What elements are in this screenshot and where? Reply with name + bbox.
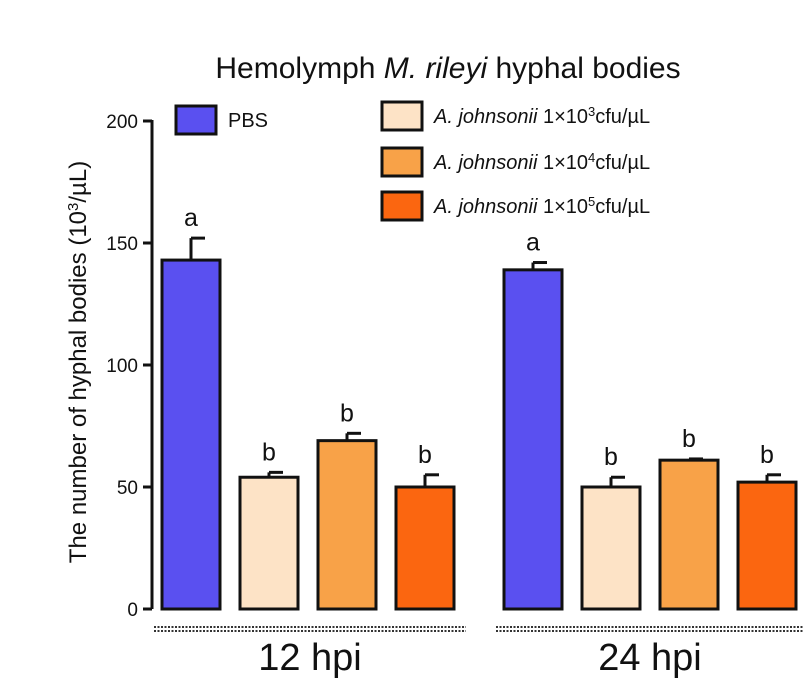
legend-label-name: A. johnsonii: [433, 152, 538, 174]
category-label: 12 hpi: [258, 637, 362, 679]
legend-swatch: [380, 190, 424, 222]
legend-label: A. johnsonii 1×105cfu/µL: [433, 194, 650, 219]
chart-title-part-3: hyphal bodies: [487, 52, 680, 85]
y-axis-label-exponent: 3: [65, 203, 82, 211]
y-tick-label: 0: [127, 600, 138, 621]
y-axis-label-part-3: /µL): [65, 161, 92, 203]
legend-swatch: [174, 104, 218, 136]
legend-label: A. johnsonii 1×103cfu/µL: [433, 104, 650, 129]
significance-label: b: [682, 425, 696, 453]
legend: PBS A. johnsonii 1×103cfu/µLA. johnsonii …: [174, 100, 650, 222]
legend-label-conc: 1×10: [537, 106, 588, 128]
legend-label-name: A. johnsonii: [433, 106, 538, 128]
legend-label: A. johnsonii 1×104cfu/µL: [433, 150, 650, 175]
bar: [658, 458, 720, 611]
bars: a a b b b b b b: [160, 204, 798, 611]
bar: [160, 258, 222, 611]
significance-label: a: [526, 229, 540, 257]
legend-swatch: [380, 146, 424, 178]
legend-label-unit: cfu/µL: [595, 106, 650, 128]
legend-label-exponent: 3: [588, 104, 595, 119]
legend-label-unit: cfu/µL: [595, 196, 650, 218]
legend-label-name: PBS: [228, 110, 268, 132]
chart-title-species: M. rileyi: [384, 52, 489, 85]
chart-title: Hemolymph M. rileyi hyphal bodies: [215, 52, 680, 85]
legend-label-name: A. johnsonii: [433, 196, 538, 218]
y-tick-label: 100: [106, 356, 138, 377]
y-axis-label: The number of hyphal bodies (103/µL): [65, 161, 93, 563]
legend-label-conc: 1×10: [537, 196, 588, 218]
bar: [238, 475, 300, 611]
y-tick-label: 200: [106, 112, 138, 133]
y-tick-label: 150: [106, 234, 138, 255]
chart-title-part-1: Hemolymph: [215, 52, 383, 85]
legend-swatch: [380, 100, 424, 132]
significance-label: b: [418, 441, 432, 469]
bar: [394, 485, 456, 611]
x-axis: 12 hpi 24 hpi: [154, 626, 804, 679]
bar: [316, 439, 378, 611]
significance-label: b: [604, 443, 618, 471]
y-tick-label: 50: [117, 478, 138, 499]
bar: [736, 480, 798, 611]
y-axis-label-part-1: The number of hyphal bodies (10: [65, 211, 92, 563]
category-label: 24 hpi: [598, 637, 702, 679]
legend-label-exponent: 5: [588, 194, 595, 209]
legend-label-exponent: 4: [588, 150, 595, 165]
legend-label-conc: 1×10: [537, 152, 588, 174]
significance-label: b: [262, 438, 276, 466]
legend-label: PBS: [228, 110, 268, 132]
bar: [502, 268, 564, 611]
significance-label: b: [760, 441, 774, 469]
significance-label: a: [184, 204, 198, 232]
significance-label: b: [340, 399, 354, 427]
legend-label-unit: cfu/µL: [595, 152, 650, 174]
y-axis: 0 50 100 150 200: [106, 112, 154, 621]
bar: [580, 485, 642, 611]
